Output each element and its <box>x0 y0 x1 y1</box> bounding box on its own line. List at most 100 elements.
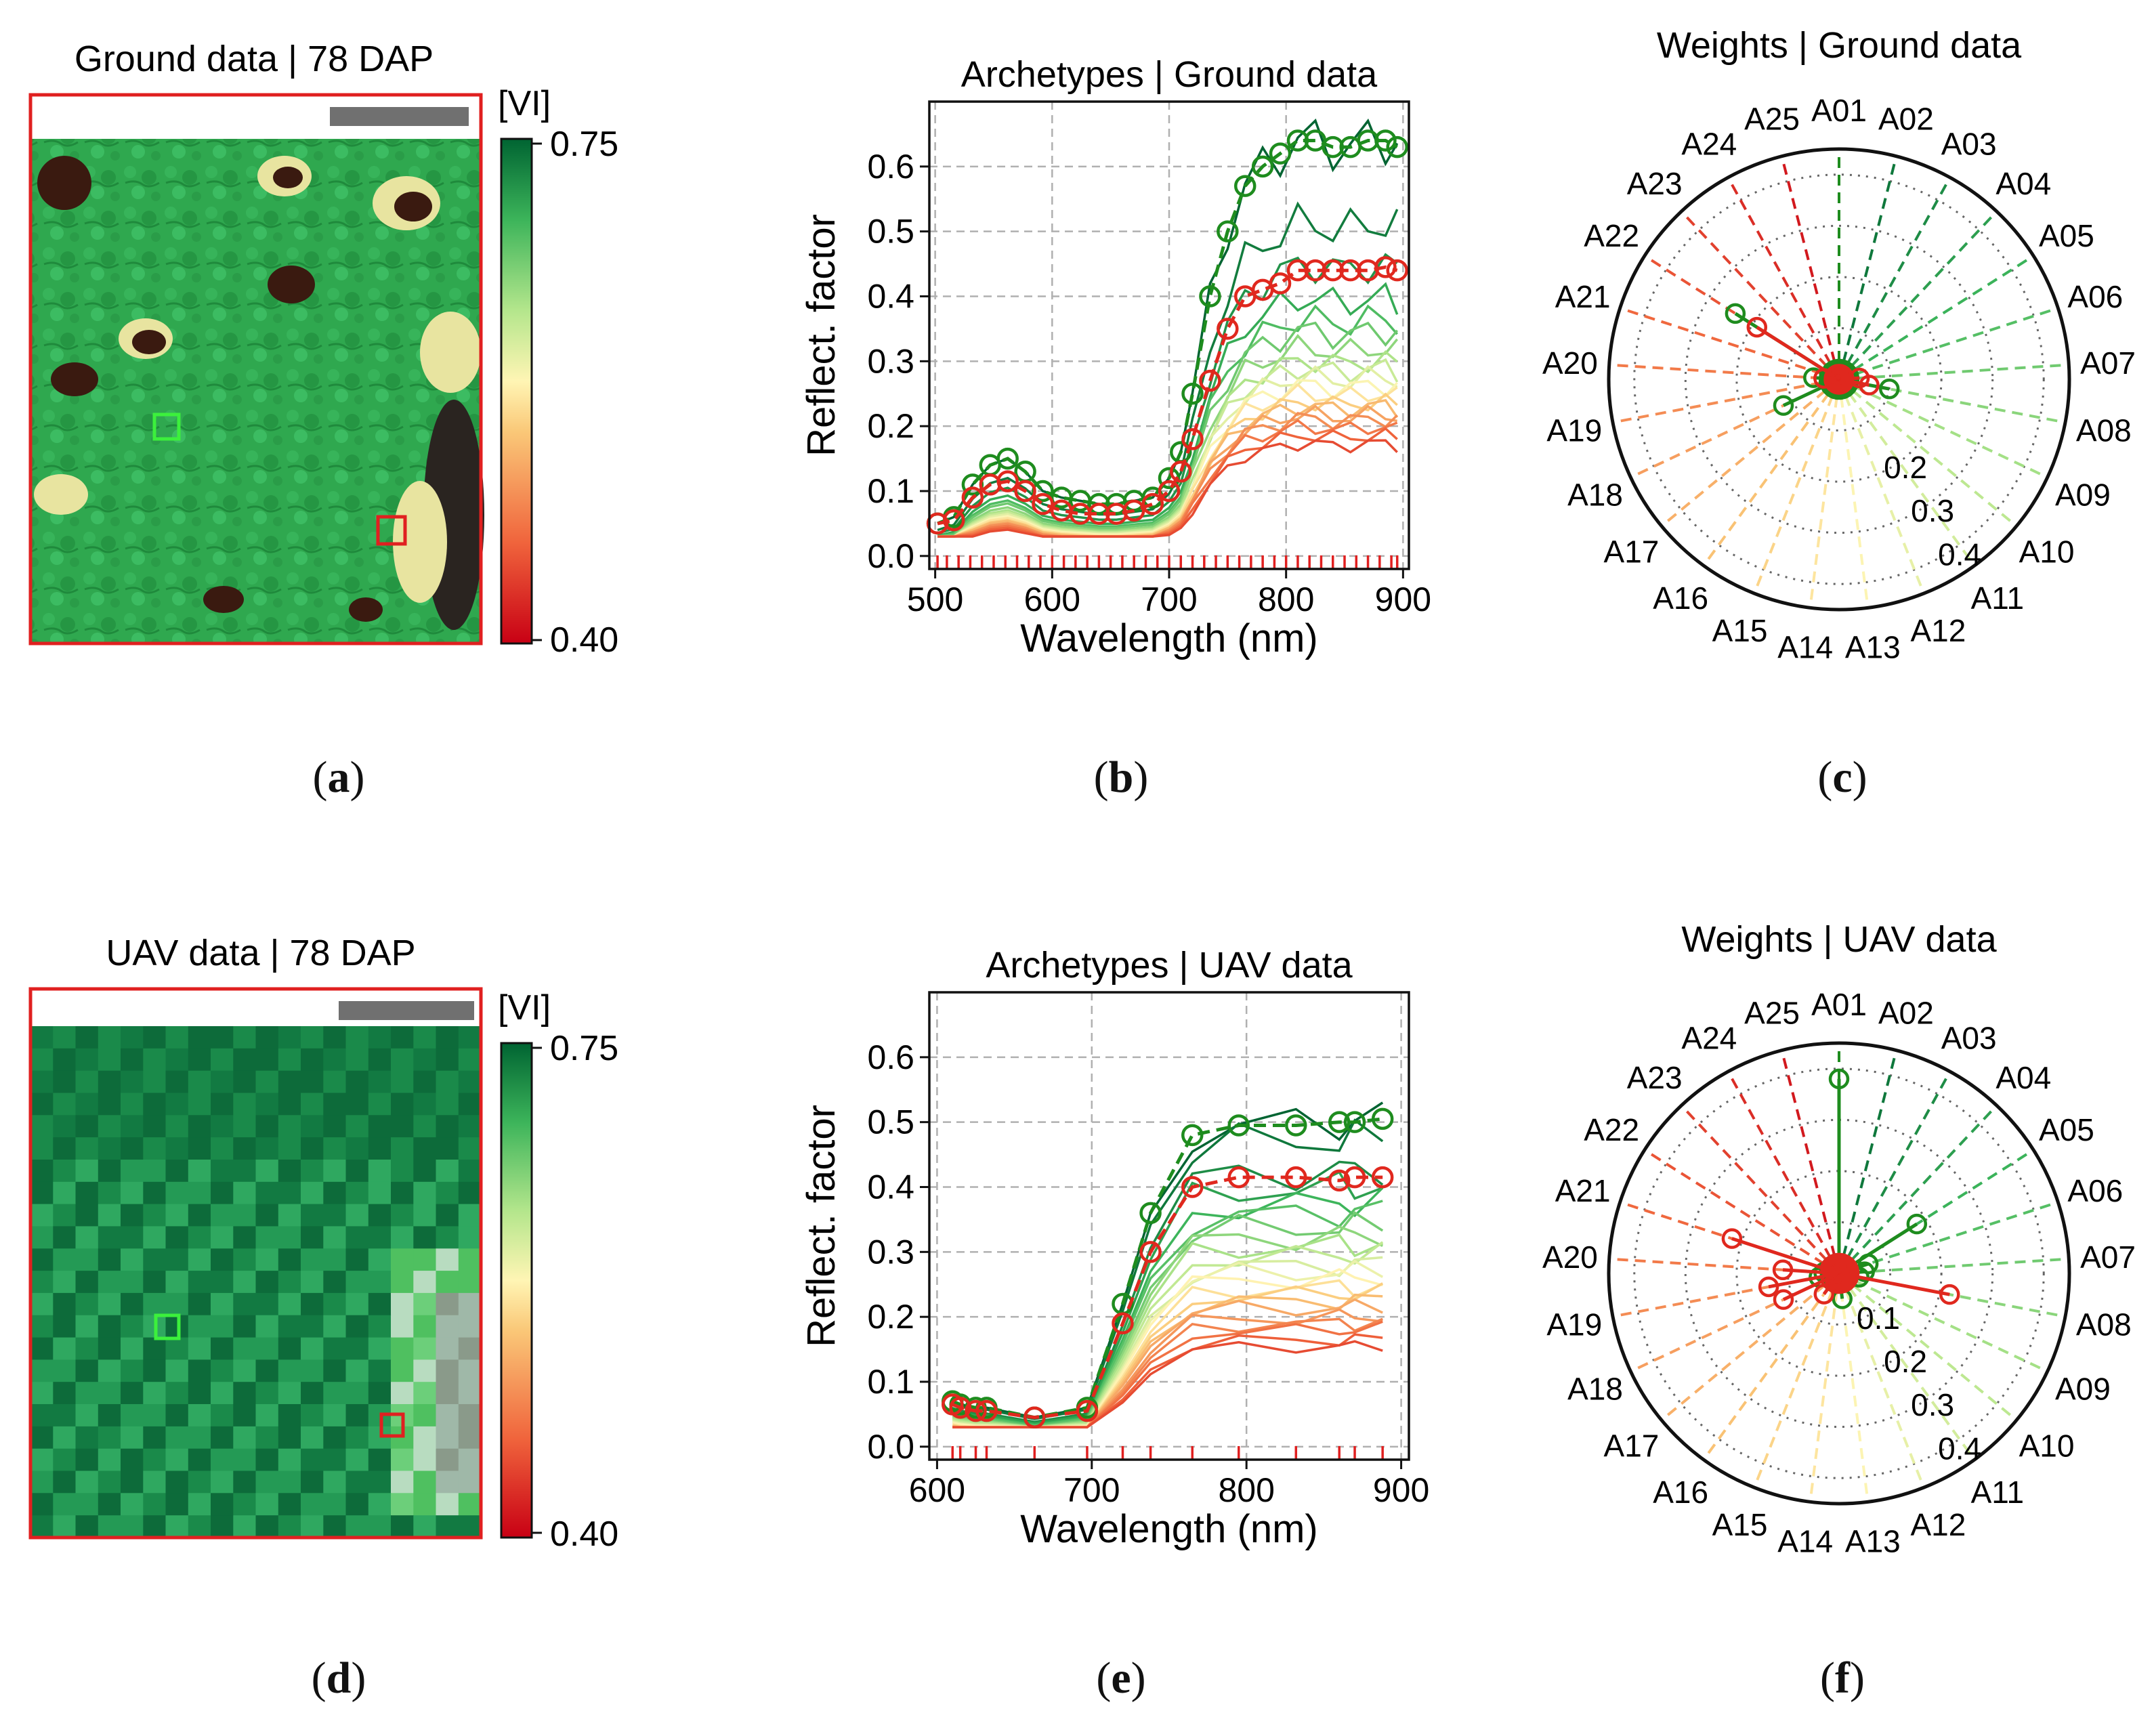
uav-pixel <box>458 1093 482 1116</box>
ring-label: 0.2 <box>1884 450 1927 485</box>
uav-pixel <box>211 1271 234 1294</box>
uav-pixel <box>75 1248 99 1271</box>
uav-pixel <box>121 1315 144 1338</box>
spoke-line <box>1838 378 2018 528</box>
uav-pixel <box>211 1048 234 1072</box>
archetype-series-line <box>937 350 1398 538</box>
data-point <box>1112 1312 1134 1334</box>
uav-pixel <box>165 1515 189 1538</box>
uav-pixel <box>188 1226 211 1249</box>
uav-pixel <box>278 1204 301 1227</box>
uav-pixel <box>413 1137 437 1160</box>
uav-pixel <box>323 1493 347 1516</box>
uav-pixel <box>53 1359 77 1382</box>
uav-pixel <box>436 1160 459 1183</box>
uav-pixel <box>323 1515 347 1538</box>
uav-pixel <box>391 1137 414 1160</box>
uav-pixel <box>345 1337 369 1360</box>
ring-label: 0.3 <box>1911 493 1954 528</box>
spoke-line <box>1838 1272 1976 1461</box>
uav-pixel <box>188 1248 211 1271</box>
category-label: A09 <box>2055 477 2111 512</box>
archetype-series-line <box>937 439 1398 538</box>
uav-pixel <box>165 1248 189 1271</box>
uav-pixel <box>98 1382 121 1405</box>
uav-pixel <box>165 1026 189 1049</box>
ring-label: 0.3 <box>1911 1387 1954 1422</box>
uav-pixel <box>188 1493 211 1516</box>
uav-pixel <box>413 1515 437 1538</box>
uav-pixel <box>278 1048 301 1072</box>
category-label: A02 <box>1878 996 1934 1031</box>
uav-pixel <box>233 1137 257 1160</box>
uav-pixel <box>323 1448 347 1472</box>
uav-pixel <box>391 1026 414 1049</box>
weight-spike <box>1836 374 1841 380</box>
uav-pixel <box>301 1093 324 1116</box>
uav-pixel <box>255 1470 279 1494</box>
uav-pixel <box>301 1160 324 1183</box>
y-tick-label: 0.5 <box>867 1103 914 1141</box>
uav-pixel <box>75 1181 99 1205</box>
category-label: A05 <box>2039 1112 2094 1147</box>
category-label: A02 <box>1878 102 1934 137</box>
chart-title: Archetypes | UAV data <box>986 945 1353 986</box>
uav-pixel <box>75 1292 99 1316</box>
uav-pixel <box>188 1515 211 1538</box>
y-tick-label: 0.2 <box>867 1298 914 1336</box>
uav-pixel <box>30 1160 54 1183</box>
uav-pixel <box>301 1026 324 1049</box>
uav-pixel <box>30 1226 54 1249</box>
category-label: A01 <box>1811 93 1867 128</box>
category-label: A01 <box>1811 987 1867 1022</box>
category-label: A16 <box>1653 1475 1708 1510</box>
spoke-line <box>1780 1050 1840 1274</box>
uav-pixel <box>211 1448 234 1472</box>
uav-pixel <box>323 1292 347 1316</box>
category-label: A21 <box>1555 1173 1611 1208</box>
uav-pixel <box>436 1292 459 1316</box>
uav-pixel <box>301 1181 324 1205</box>
uav-pixel <box>98 1070 121 1094</box>
data-point <box>1285 1114 1307 1137</box>
uav-pixel <box>165 1493 189 1516</box>
uav-pixel <box>255 1271 279 1294</box>
uav-pixel <box>413 1404 437 1427</box>
uav-pixel <box>30 1271 54 1294</box>
y-tick-label: 0.1 <box>867 1363 914 1401</box>
uav-pixel <box>458 1426 482 1449</box>
archetype-series-line <box>952 1317 1383 1428</box>
weight-marker <box>1773 1289 1794 1310</box>
spoke-line <box>1609 363 1840 381</box>
panel-a: Ground data | 78 DAP [VI] <box>28 39 618 660</box>
uav-pixel <box>143 1115 167 1138</box>
uav-pixel <box>121 1404 144 1427</box>
uav-pixel <box>75 1337 99 1360</box>
uav-pixel <box>436 1404 459 1427</box>
colorbar-min: 0.40 <box>550 1515 618 1554</box>
uav-pixel <box>53 1248 77 1271</box>
uav-pixel <box>345 1204 369 1227</box>
data-point <box>1181 1124 1204 1147</box>
panel-label-a: (a) <box>312 753 365 802</box>
weight-spike <box>1756 325 1840 381</box>
spoke-line <box>1643 1149 1840 1275</box>
uav-pixel <box>436 1515 459 1538</box>
uav-pixel <box>53 1426 77 1449</box>
uav-pixel <box>143 1271 167 1294</box>
uav-pixel <box>53 1181 77 1205</box>
uav-pixel <box>323 1048 347 1072</box>
uav-pixel <box>98 1493 121 1516</box>
uav-pixel <box>121 1048 144 1072</box>
weight-marker <box>1878 378 1900 400</box>
spoke-line <box>1702 1272 1840 1461</box>
uav-pixel <box>323 1426 347 1449</box>
uav-pixel <box>301 1315 324 1338</box>
data-point <box>996 470 1019 492</box>
data-point <box>1199 369 1221 392</box>
uav-pixel <box>391 1382 414 1405</box>
spoke-line <box>1838 1050 1898 1274</box>
ring-label: 0.2 <box>1884 1344 1927 1379</box>
uav-pixel <box>121 1470 144 1494</box>
uav-pixel <box>98 1271 121 1294</box>
